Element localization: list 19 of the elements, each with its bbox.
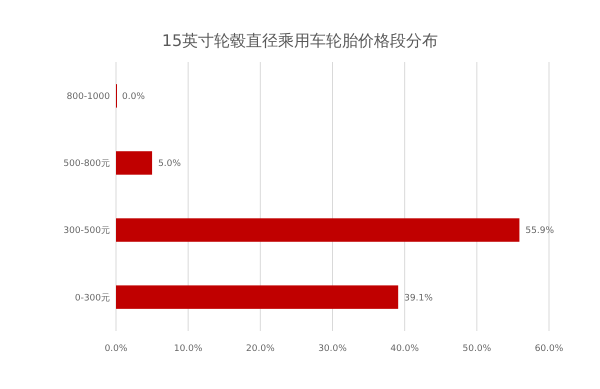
data-label: 55.9% [525, 226, 554, 236]
y-tick-label: 300-500元 [63, 225, 110, 236]
chart-title: 15英寸轮毂直径乘用车轮胎价格段分布 [162, 31, 438, 50]
y-tick-label: 500-800元 [63, 158, 110, 170]
bar [116, 151, 152, 175]
x-tick-label: 0.0% [104, 344, 128, 354]
x-tick-label: 40.0% [390, 344, 420, 354]
x-tick-label: 60.0% [534, 344, 564, 354]
x-tick-label: 30.0% [318, 344, 348, 354]
data-label: 39.1% [404, 293, 434, 304]
y-tick-label: 0-300元 [74, 292, 110, 304]
x-tick-label: 20.0% [246, 344, 276, 354]
bar [116, 218, 520, 242]
data-label: 5.0% [158, 159, 182, 170]
x-tick-label: 10.0% [174, 344, 203, 354]
y-tick-label: 800-1000 [66, 92, 110, 102]
bar [116, 285, 398, 309]
x-tick-label: 50.0% [462, 344, 492, 354]
data-label: 0.0% [122, 92, 146, 102]
